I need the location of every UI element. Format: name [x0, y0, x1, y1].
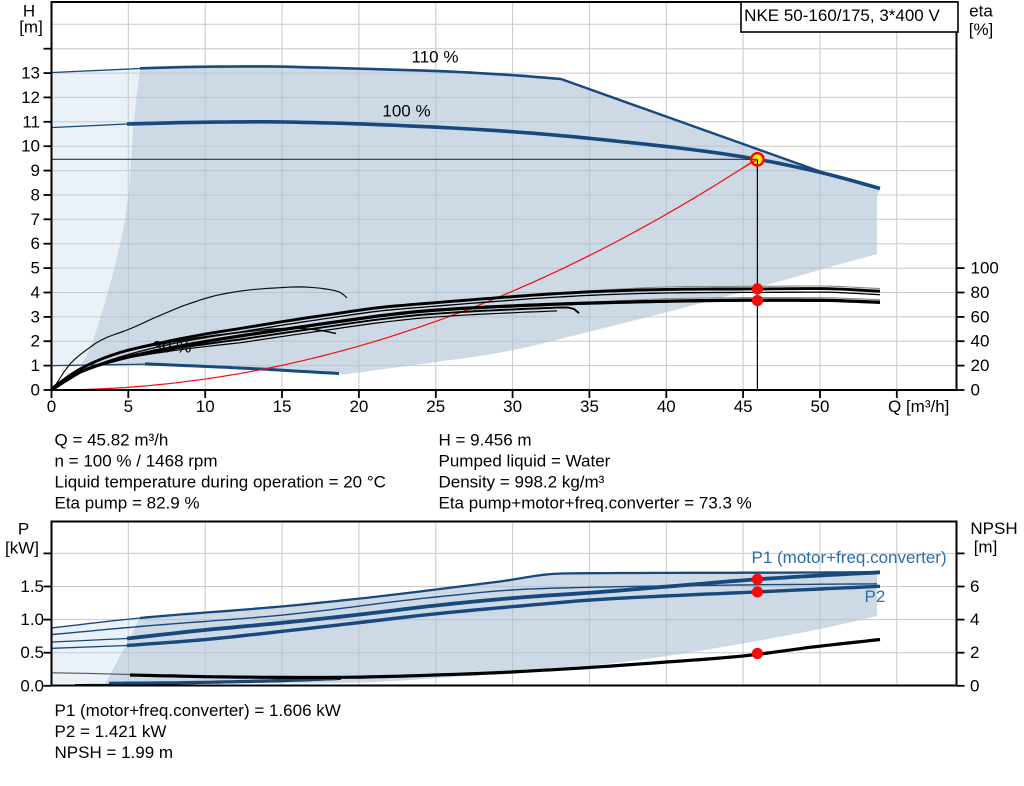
svg-text:8: 8: [31, 185, 40, 204]
svg-text:0: 0: [47, 397, 56, 416]
svg-text:20: 20: [971, 356, 990, 375]
svg-text:25: 25: [426, 397, 445, 416]
svg-text:6: 6: [970, 577, 979, 596]
svg-text:Density = 998.2 kg/m³: Density = 998.2 kg/m³: [439, 473, 605, 492]
svg-text:NKE 50-160/175, 3*400 V: NKE 50-160/175, 3*400 V: [744, 6, 940, 25]
svg-text:13: 13: [21, 64, 40, 83]
svg-text:10: 10: [21, 137, 40, 156]
svg-text:P2: P2: [865, 587, 886, 606]
svg-text:15: 15: [273, 397, 292, 416]
svg-text:30: 30: [503, 397, 522, 416]
svg-text:NPSH = 1.99 m: NPSH = 1.99 m: [55, 743, 174, 762]
svg-text:0.5: 0.5: [20, 643, 44, 662]
svg-text:20: 20: [349, 397, 368, 416]
svg-text:5: 5: [31, 259, 40, 278]
svg-text:[m]: [m]: [974, 538, 998, 557]
svg-text:3: 3: [31, 307, 40, 326]
svg-text:Liquid temperature during oper: Liquid temperature during operation = 20…: [55, 473, 386, 492]
svg-text:100: 100: [971, 259, 999, 278]
svg-text:110 %: 110 %: [412, 48, 459, 67]
svg-text:9: 9: [31, 161, 40, 180]
svg-text:[m]: [m]: [19, 18, 43, 37]
svg-text:P1 (motor+freq.converter) = 1.: P1 (motor+freq.converter) = 1.606 kW: [55, 701, 341, 720]
svg-text:7: 7: [31, 210, 40, 229]
svg-text:30 %: 30 %: [153, 338, 192, 357]
svg-text:0: 0: [971, 381, 980, 400]
svg-text:100 %: 100 %: [382, 102, 430, 121]
svg-text:40: 40: [657, 397, 676, 416]
svg-text:6: 6: [31, 234, 40, 253]
svg-text:2: 2: [970, 643, 979, 662]
svg-text:1.0: 1.0: [20, 610, 44, 629]
svg-text:1: 1: [31, 356, 40, 375]
svg-text:35: 35: [580, 397, 599, 416]
svg-text:60: 60: [971, 307, 990, 326]
svg-text:0.0: 0.0: [20, 676, 44, 695]
svg-text:Eta pump = 82.9 %: Eta pump = 82.9 %: [55, 494, 200, 513]
svg-text:H: H: [23, 2, 35, 21]
svg-text:0: 0: [31, 381, 40, 400]
svg-text:10: 10: [196, 397, 215, 416]
svg-text:[kW]: [kW]: [5, 539, 39, 558]
svg-text:P1 (motor+freq.converter): P1 (motor+freq.converter): [752, 548, 947, 567]
svg-text:45: 45: [734, 397, 753, 416]
svg-text:0: 0: [970, 676, 979, 695]
svg-text:80: 80: [971, 283, 990, 302]
svg-text:Q = 45.82 m³/h: Q = 45.82 m³/h: [55, 431, 169, 450]
svg-text:NPSH: NPSH: [970, 519, 1017, 538]
svg-text:40: 40: [971, 332, 990, 351]
svg-text:Pumped liquid = Water: Pumped liquid = Water: [439, 452, 611, 471]
svg-text:11: 11: [22, 112, 40, 131]
svg-text:1.5: 1.5: [20, 577, 44, 596]
svg-text:Eta pump+motor+freq.converter: Eta pump+motor+freq.converter = 73.3 %: [439, 494, 752, 513]
svg-text:50: 50: [811, 397, 830, 416]
svg-text:2: 2: [31, 332, 40, 351]
svg-text:Q [m³/h]: Q [m³/h]: [888, 397, 949, 416]
svg-text:5: 5: [124, 397, 133, 416]
svg-text:P2 = 1.421 kW: P2 = 1.421 kW: [55, 722, 167, 741]
svg-text:4: 4: [31, 283, 40, 302]
svg-text:H = 9.456 m: H = 9.456 m: [439, 431, 532, 450]
svg-text:n = 100 % / 1468 rpm: n = 100 % / 1468 rpm: [55, 452, 218, 471]
svg-text:eta: eta: [969, 2, 993, 21]
svg-text:[%]: [%]: [969, 20, 994, 39]
svg-text:P: P: [18, 520, 29, 539]
svg-text:12: 12: [21, 88, 40, 107]
svg-text:4: 4: [970, 610, 979, 629]
